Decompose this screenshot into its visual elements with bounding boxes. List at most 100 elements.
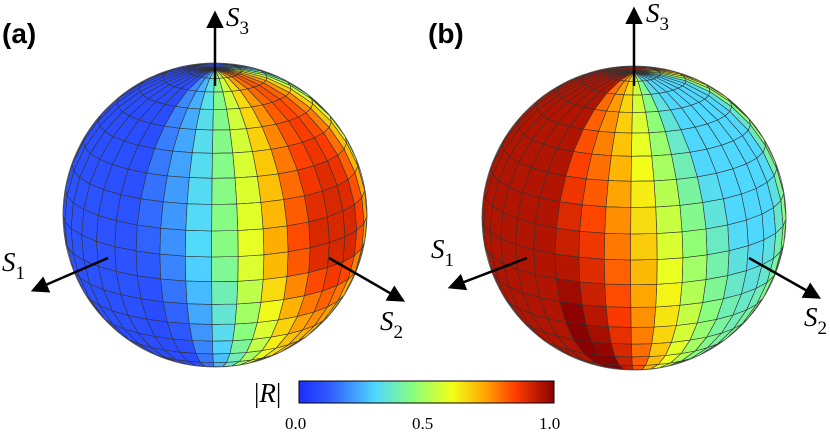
sphere-a-patch [135, 224, 162, 255]
sphere-b-patch [533, 249, 557, 280]
sphere-b-patch [630, 180, 657, 208]
sphere-a-patch [237, 254, 265, 282]
sphere-a-patch [262, 251, 289, 280]
s2-axis-label-a: S2 [380, 306, 403, 343]
sphere-a [62, 62, 368, 368]
sphere-b-patch [605, 180, 632, 208]
sphere-b-patch [705, 250, 730, 280]
sphere-a-patch [211, 280, 239, 305]
sphere-b-patch [554, 227, 581, 258]
sphere-b-patch [631, 132, 653, 157]
sphere-b-patch [533, 223, 557, 255]
sphere-a-patch [162, 301, 190, 325]
sphere-a-patch [162, 175, 190, 205]
sphere-a-patch [184, 255, 212, 283]
sphere-a-patch [185, 203, 213, 232]
sphere-a-patch [286, 247, 311, 277]
sphere-b-patch [581, 178, 609, 208]
sphere-b-patch [555, 278, 583, 306]
s2-axis-arrow-a [328, 256, 406, 302]
sphere-b-patch [554, 253, 581, 283]
sphere-a-patch [191, 129, 214, 154]
sphere-a-patch [96, 215, 117, 247]
sphere-a-patch [308, 216, 330, 249]
colorbar-tick-2: 1.0 [539, 414, 560, 433]
sphere-a-patch [159, 253, 187, 282]
sphere-a-patch [212, 129, 234, 154]
panel-a-label: (a) [2, 18, 36, 49]
sphere-b-patch [534, 197, 561, 229]
sphere-b-patch [630, 326, 655, 345]
sphere-b-patch [655, 205, 683, 234]
sphere-b-patch [605, 306, 632, 328]
sphere-a-patch [260, 199, 288, 230]
s3-axis-label-a: S3 [226, 2, 249, 39]
sphere-b-patch [630, 259, 658, 286]
sphere-a-patch [211, 203, 239, 232]
sphere-a-patch [186, 303, 213, 325]
sphere-b-patch [630, 283, 658, 308]
s1-axis-arrow-b [447, 256, 528, 291]
sphere-b-patch [607, 326, 632, 345]
sphere-a-patch [191, 340, 214, 355]
sphere-a-patch [135, 250, 162, 280]
sphere-a-patch [211, 230, 239, 258]
sphere-a-patch [136, 198, 164, 229]
sphere-b-patch [578, 256, 606, 285]
sphere-a-patch [234, 301, 262, 325]
colorbar-gradient [298, 380, 555, 404]
sphere-b [481, 65, 787, 371]
sphere-a-patch [283, 195, 310, 227]
sphere-b-patch [579, 204, 607, 234]
sphere-a-patch [160, 278, 188, 305]
sphere-b-patch [610, 132, 633, 157]
sphere-b-patch [604, 283, 632, 308]
colorbar-tick-0: 0.0 [285, 414, 306, 433]
sphere-b-patch [653, 179, 681, 208]
sphere-a-patch [212, 108, 231, 131]
sphere-a-patch [114, 246, 138, 277]
sphere-a-patch [188, 152, 213, 179]
sphere-a-patch [184, 229, 212, 258]
sphere-a-patch [159, 227, 187, 257]
sphere-a-patch [262, 225, 289, 256]
sphere-b-patch [630, 155, 655, 182]
sphere-b-patch [656, 231, 684, 260]
panel-a: (a) S3 S1 S2 [2, 2, 406, 368]
sphere-b-patch [656, 257, 684, 285]
sphere-b-patch [630, 233, 658, 261]
colorbar: |R| 0.0 0.5 1.0 [254, 378, 560, 433]
panel-b-label: (b) [428, 18, 464, 49]
s1-axis-label-a: S1 [2, 247, 25, 284]
sphere-a-patch [211, 303, 238, 325]
sphere-a-patch [160, 201, 188, 231]
sphere-a-patch [236, 279, 264, 305]
s2-axis-label-b: S2 [804, 302, 827, 339]
sphere-a-patch [234, 176, 262, 205]
colorbar-tick-1: 0.5 [412, 414, 433, 433]
sphere-a-patch [211, 256, 239, 283]
sphere-b-patch [630, 206, 658, 235]
sphere-b-patch [681, 254, 708, 283]
sphere-b-patch [655, 282, 683, 308]
sphere-a-patch [114, 220, 138, 252]
sphere-b-patch [631, 356, 650, 366]
sphere-b-patch [679, 202, 707, 233]
colorbar-label: |R| [254, 378, 281, 408]
sphere-a-patch [236, 202, 264, 231]
sphere-b-patch [579, 281, 607, 308]
sphere-a-patch [286, 221, 311, 253]
s3-axis-label-b: S3 [646, 0, 669, 35]
sphere-b-patch [610, 343, 633, 358]
sphere-b-patch [630, 306, 657, 328]
sphere-a-patch [211, 177, 238, 205]
sphere-b-patch [631, 343, 653, 358]
sphere-b-patch [607, 155, 632, 182]
s1-axis-arrow-a [30, 256, 109, 293]
sphere-b-patch [603, 258, 632, 286]
sphere-b-patch [702, 198, 729, 230]
sphere-b-patch [555, 201, 583, 232]
sphere-a-patch [136, 275, 164, 303]
sphere-a-patch [212, 340, 234, 355]
